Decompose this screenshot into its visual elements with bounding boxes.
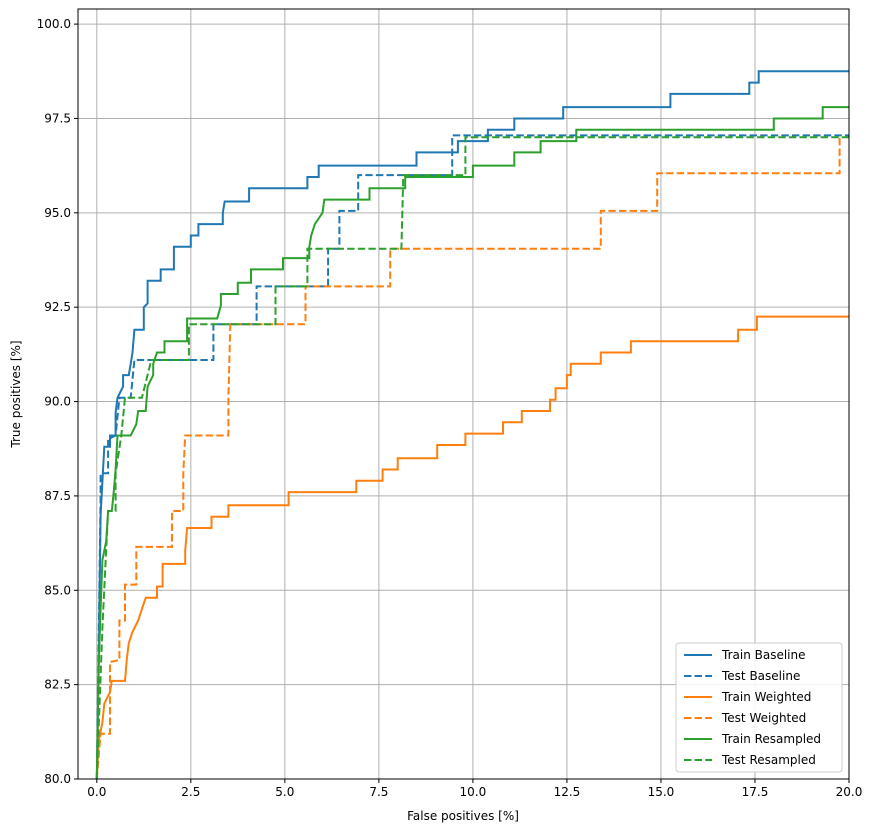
y-axis: 80.0 82.5 85.0 87.5 90.0 92.5 95.0 97.5 100.0 [37, 17, 78, 786]
x-tick-label: 15.0 [648, 785, 675, 799]
x-tick-label: 2.5 [181, 785, 200, 799]
series-line-train-baseline [95, 70, 849, 779]
y-tick-label: 80.0 [44, 772, 71, 786]
y-axis-label: True positives [%] [9, 340, 23, 448]
y-tick-label: 95.0 [44, 206, 71, 220]
legend-label-train-resampled: Train Resampled [721, 732, 821, 746]
legend: Train Baseline Test Baseline Train Weighte… [675, 642, 843, 773]
x-tick-label: 5.0 [275, 785, 294, 799]
series-line-train-weighted [95, 315, 849, 779]
legend-label-train-baseline: Train Baseline [721, 648, 805, 662]
legend-label-train-weighted: Train Weighted [721, 690, 811, 704]
legend-box [675, 642, 843, 773]
x-tick-label: 12.5 [554, 785, 581, 799]
x-tick-label: 7.5 [369, 785, 388, 799]
y-tick-label: 85.0 [44, 583, 71, 597]
series-line-train-resampled [95, 106, 849, 779]
y-tick-label: 97.5 [44, 111, 71, 125]
y-tick-label: 87.5 [44, 489, 71, 503]
y-tick-label: 82.5 [44, 678, 71, 692]
x-axis: 0.0 2.5 5.0 7.5 10.0 12.5 15.0 17.5 20.0 [87, 779, 862, 799]
x-tick-label: 17.5 [742, 785, 769, 799]
y-tick-label: 100.0 [37, 17, 71, 31]
x-tick-label: 10.0 [460, 785, 487, 799]
series-lines [95, 70, 849, 779]
plot-frame [77, 8, 850, 780]
x-tick-label: 20.0 [836, 785, 863, 799]
legend-label-test-baseline: Test Baseline [721, 669, 800, 683]
legend-label-test-resampled: Test Resampled [721, 753, 816, 767]
y-tick-label: 90.0 [44, 395, 71, 409]
series-line-test-resampled [95, 136, 849, 779]
series-line-test-weighted [95, 137, 841, 779]
y-tick-label: 92.5 [44, 300, 71, 314]
legend-label-test-weighted: Test Weighted [721, 711, 806, 725]
x-tick-label: 0.0 [87, 785, 106, 799]
x-axis-label: False positives [%] [407, 809, 519, 823]
